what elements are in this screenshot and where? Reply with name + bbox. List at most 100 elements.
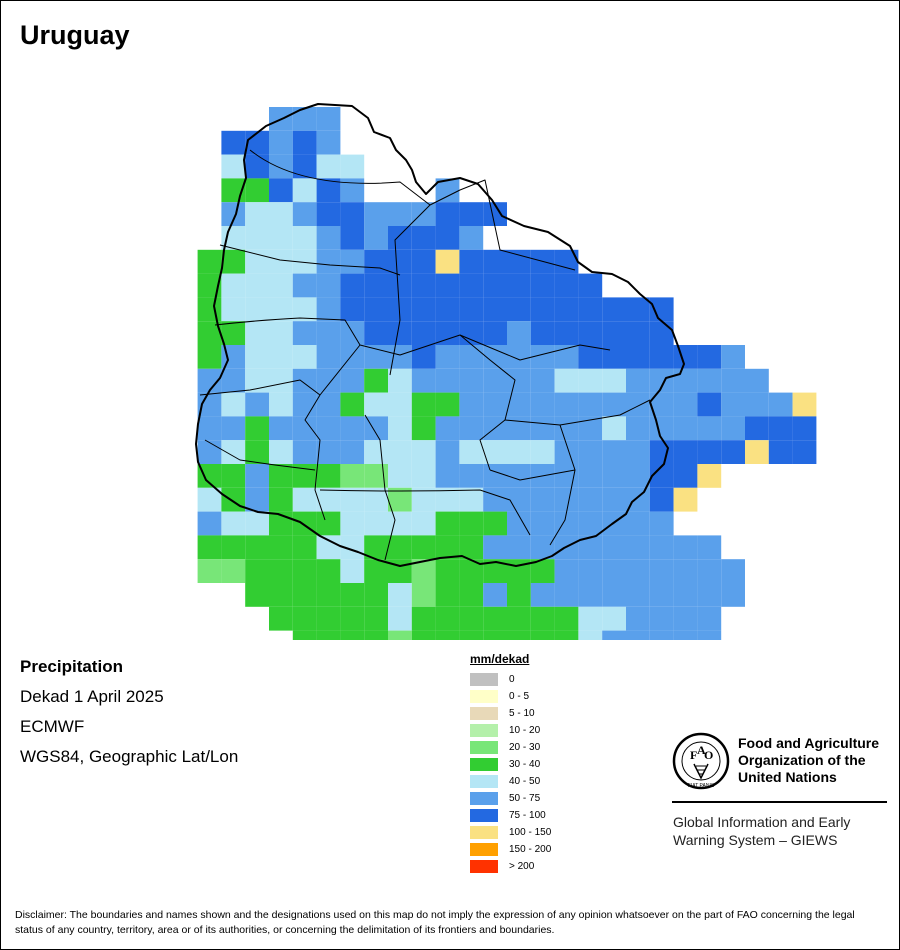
grid-cell — [507, 249, 531, 274]
grid-cell — [459, 511, 484, 536]
grid-cell — [269, 249, 293, 274]
grid-cell — [459, 345, 484, 369]
grid-cell — [221, 464, 246, 488]
grid-cell — [578, 368, 603, 393]
grid-cell — [269, 368, 293, 393]
grid-cell — [507, 583, 531, 607]
grid-cell — [649, 368, 674, 393]
legend: 0 0 - 5 5 - 10 10 - 20 20 - 30 30 - 40 4… — [470, 671, 551, 875]
grid-cell — [316, 535, 341, 560]
grid-cell — [602, 321, 626, 345]
legend-label: 50 - 75 — [509, 793, 541, 804]
grid-cell — [388, 297, 412, 322]
grid-cell — [435, 416, 460, 441]
grid-cell — [530, 559, 555, 583]
grid-cell — [530, 583, 555, 607]
grid-cell — [673, 440, 698, 464]
grid-cell — [459, 202, 484, 226]
grid-cell — [269, 321, 293, 345]
grid-cell — [697, 535, 722, 560]
grid-cell — [340, 464, 365, 488]
grid-cell — [411, 511, 436, 536]
grid-cell — [507, 297, 531, 322]
grid-cell — [530, 345, 555, 369]
grid-cell — [578, 606, 603, 631]
grid-cell — [697, 606, 722, 631]
legend-item: 30 - 40 — [470, 756, 551, 773]
grid-cell — [530, 630, 555, 640]
grid-cell — [364, 368, 388, 393]
grid-cell — [221, 440, 246, 464]
grid-cell — [697, 583, 722, 607]
grid-cell — [221, 273, 246, 298]
grid-cell — [340, 630, 365, 640]
grid-cell — [483, 606, 507, 631]
grid-cell — [388, 606, 412, 631]
grid-cell — [554, 487, 579, 512]
grid-cell — [388, 440, 412, 464]
grid-cell — [626, 392, 650, 417]
grid-cell — [626, 345, 650, 369]
grid-cell — [388, 249, 412, 274]
grid-cell — [483, 345, 507, 369]
fao-letter-o: O — [704, 748, 713, 762]
grid-cell — [626, 416, 650, 441]
grid-cell — [292, 440, 317, 464]
grid-cell — [649, 606, 674, 631]
grid-cell — [435, 202, 460, 226]
grid-cell — [340, 202, 365, 226]
grid-cell — [578, 464, 603, 488]
grid-cell — [530, 368, 555, 393]
grid-cell — [626, 606, 650, 631]
legend-item: 40 - 50 — [470, 773, 551, 790]
grid-cell — [507, 535, 531, 560]
grid-cell — [388, 273, 412, 298]
grid-cell — [221, 368, 246, 393]
grid-cell — [292, 583, 317, 607]
grid-cell — [649, 535, 674, 560]
grid-cell — [340, 226, 365, 250]
grid-cell — [697, 630, 722, 640]
grid-cell — [459, 273, 484, 298]
grid-cell — [578, 559, 603, 583]
grid-cell — [269, 535, 293, 560]
grid-cell — [554, 273, 579, 298]
grid-cell — [649, 630, 674, 640]
grid-cell — [245, 368, 269, 393]
grid-cell — [269, 345, 293, 369]
grid-cell — [221, 154, 246, 179]
grid-cell — [411, 368, 436, 393]
legend-label: 0 - 5 — [509, 691, 530, 702]
grid-cell — [459, 606, 484, 631]
grid-cell — [745, 416, 769, 441]
grid-cell — [578, 297, 603, 322]
grid-cell — [292, 345, 317, 369]
grid-cell — [364, 535, 388, 560]
grid-cell — [459, 559, 484, 583]
grid-cell — [721, 392, 745, 417]
legend-swatch — [470, 843, 498, 856]
grid-cell — [745, 368, 769, 393]
legend-item: 10 - 20 — [470, 722, 551, 739]
grid-cell — [197, 345, 222, 369]
grid-cell — [578, 583, 603, 607]
grid-cell — [507, 440, 531, 464]
grid-cell — [483, 392, 507, 417]
grid-cell — [292, 630, 317, 640]
grid-cell — [530, 511, 555, 536]
grid-cell — [483, 321, 507, 345]
grid-cell — [292, 249, 317, 274]
grid-cell — [507, 606, 531, 631]
grid-cell — [792, 440, 817, 464]
grid-cell — [411, 392, 436, 417]
grid-cell — [316, 178, 341, 203]
grid-cell — [768, 416, 793, 441]
grid-cell — [292, 202, 317, 226]
legend-label: 10 - 20 — [509, 725, 541, 736]
grid-cell — [292, 321, 317, 345]
grid-cell — [292, 226, 317, 250]
grid-cell — [269, 154, 293, 179]
grid-cell — [530, 321, 555, 345]
grid-cell — [340, 154, 365, 179]
grid-cell — [340, 273, 365, 298]
